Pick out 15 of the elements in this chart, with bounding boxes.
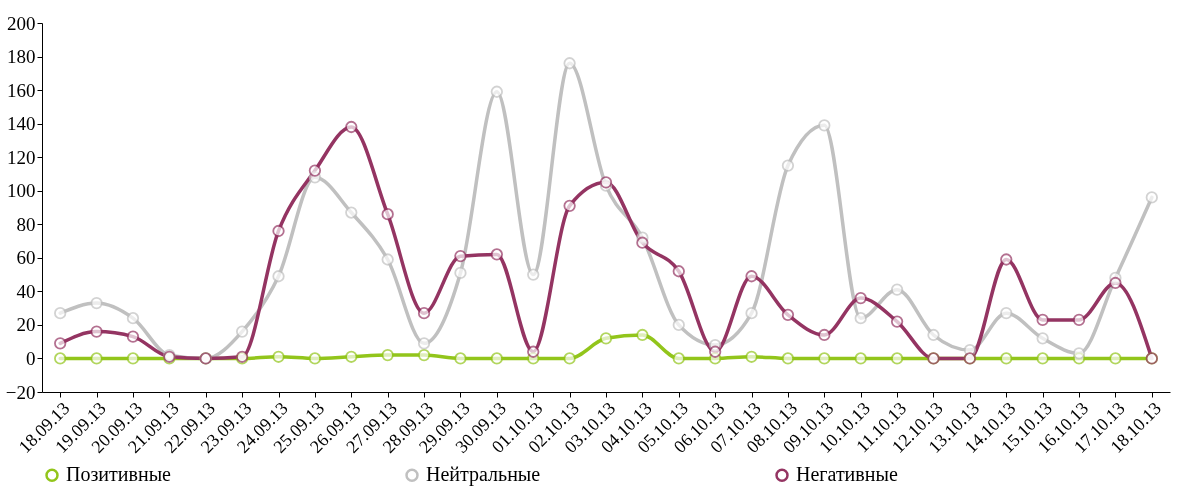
legend-label: Негативные <box>796 463 898 486</box>
y-tick-label: 40 <box>16 280 36 302</box>
y-tick-label: 100 <box>7 180 36 202</box>
y-tick-label: 20 <box>16 314 36 336</box>
legend-label: Позитивные <box>66 463 172 486</box>
y-tick-label: 60 <box>16 247 36 269</box>
y-tick-label: 0 <box>26 347 36 369</box>
y-tick-label: 140 <box>7 113 36 135</box>
y-tick-label: 200 <box>7 12 36 34</box>
y-tick-label: −20 <box>5 381 36 403</box>
y-tick-label: 160 <box>7 79 36 101</box>
legend-label: Нейтральные <box>426 463 541 487</box>
y-tick-label: 180 <box>7 46 36 68</box>
y-tick-label: 80 <box>16 213 36 235</box>
y-tick-label: 120 <box>7 146 36 168</box>
